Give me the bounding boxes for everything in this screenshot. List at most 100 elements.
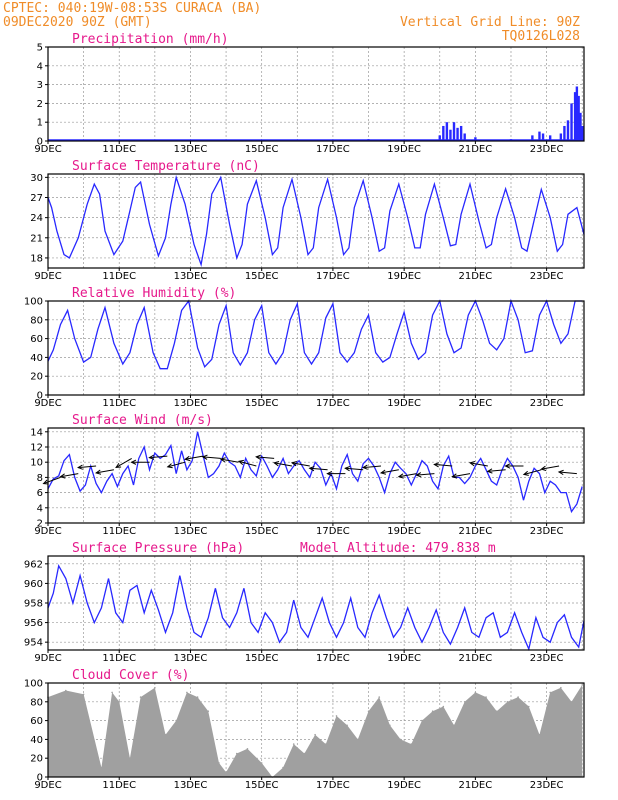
wind-arrow [59,473,79,479]
pres-panel: 954 956 958 960 962 9DEC 11DEC 13DEC 15DEC 17DEC 1… [24,541,585,664]
wind-arrow-shaft [220,458,239,463]
cloud-point [527,705,530,708]
precip-bar [566,120,570,141]
wind-arrow-head [184,455,191,462]
wind-arrow [504,463,524,469]
x-tick-label: 11DEC [102,144,136,155]
cloud-point [235,752,238,755]
x-tick-label: 21DEC [459,398,493,409]
y-tick-label: 20 [30,372,43,383]
wind-arrow [308,465,328,472]
cloud-point [421,719,423,722]
precip-bar [563,125,566,141]
wind-arrow-shaft [363,465,382,469]
cloud-title: Cloud Cover (%) [72,668,189,683]
wind-arrow [361,464,382,470]
precip-panel: 0 1 2 3 4 5 9DEC 11DEC 13DEC 15DEC 17DEC 19DEC 21DEC… [34,32,585,155]
wind-arrow [397,473,417,479]
precip-frame [47,46,585,142]
wind-arrow [557,469,577,476]
cloud-point [314,733,316,736]
x-tick-label: 13DEC [174,526,208,537]
precip-bar [579,112,582,141]
x-tick-label: 15DEC [245,780,279,791]
y-tick-label: 27 [30,193,43,204]
x-tick-label: 23DEC [530,526,564,537]
x-tick-label: 11DEC [102,526,136,537]
wind-arrow-shaft [309,467,328,471]
wind-arrow-head [166,463,173,469]
wind-panel: 2 4 6 8 10 12 14 9DEC 11DEC 13DEC 15DEC 17DEC 19DEC 2… [30,413,585,537]
wind-arrow-head [468,461,476,467]
precip-bar [581,125,584,141]
wind-arrow-head [273,461,280,467]
wind-arrow [540,465,560,471]
precip-bar [577,95,580,141]
wind-arrow-shaft [470,462,488,467]
cloud-point [485,696,487,698]
precip-bar [456,127,459,141]
wind-arrow [184,455,204,462]
wind-arrow-shaft [60,473,79,478]
precip-bar [459,125,463,141]
wind-arrow [415,472,435,478]
cloud-point [474,691,477,694]
cloud-point [175,719,178,722]
y-tick-label: 962 [24,559,43,570]
wind-arrow-head [486,468,493,474]
wind-arrow-head [557,469,564,476]
wind-arrow-shaft [434,463,453,467]
wind-arrow-head [255,454,262,460]
wind-arrow-head [42,479,49,485]
cloud-point [495,710,498,712]
y-tick-label: 960 [24,579,43,590]
wind-arrow-shaft [238,460,257,467]
wind-arrow-shaft [256,456,275,459]
precip-bar [559,133,563,141]
x-tick-label: 13DEC [174,144,208,155]
cloud-point [129,757,131,759]
wind-arrow-shaft [202,456,221,459]
y-tick-label: 100 [24,679,43,690]
wind-arrow-shaft [523,469,542,475]
x-tick-label: 19DEC [387,144,421,155]
x-tick-label: 19DEC [387,526,421,537]
y-tick-label: 40 [30,735,43,746]
y-tick-label: 30 [30,173,43,184]
cloud-point [560,686,562,689]
precip-bar [538,131,541,141]
wind-arrow [237,459,257,467]
x-tick-label: 21DEC [459,144,493,155]
cloud-panel: 0 20 40 60 80 100 9DEC 11DEC 13DEC 15DEC 17DEC 19DE… [24,668,585,791]
cloud-point [186,691,188,694]
precip-bar [573,92,577,141]
wind-arrow-head [115,462,122,468]
wind-arrow [379,469,399,475]
precip-bar [449,129,452,141]
x-tick-label: 9DEC [34,144,61,155]
cloud-point [549,691,551,694]
wind-arrow [486,468,506,474]
wind-arrow [273,461,293,467]
wind-arrow [130,459,150,465]
cloud-point [118,701,121,703]
cloud-point [378,696,381,698]
wind-arrow-head [237,459,244,465]
cloud-point [139,696,142,698]
temp-line [47,174,585,268]
precip-bar [463,133,466,141]
precip-bar [541,133,545,141]
x-tick-label: 17DEC [316,398,350,409]
cloud-frame [47,682,585,778]
cloud-point [82,693,85,696]
pres-title: Surface Pressure (hPa) [72,541,244,556]
cloud-point [260,762,263,764]
x-tick-label: 11DEC [102,780,136,791]
cloud-point [517,696,519,698]
wind-arrow-shaft [291,462,310,467]
wind-arrow-head [219,457,226,463]
wind-frame [47,427,585,524]
wind-arrow-head [397,473,404,479]
precip-bar [438,135,441,141]
x-tick-label: 9DEC [34,653,61,664]
